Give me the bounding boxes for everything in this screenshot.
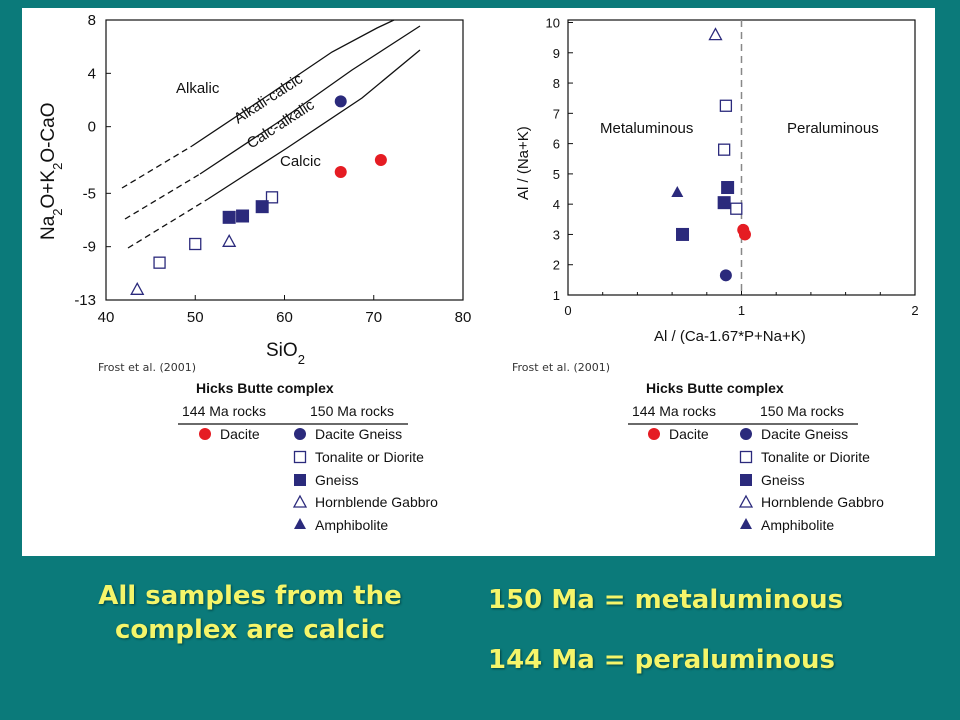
chart1-y-axis-label: Na2O+K2O-CaO bbox=[38, 102, 65, 240]
chart1-point-hornblende-gabbro bbox=[222, 233, 237, 247]
chart2-y-tick-label: 1 bbox=[553, 288, 560, 303]
chart2-y-tick-label: 10 bbox=[546, 16, 560, 31]
chart2-point-dacite bbox=[738, 228, 751, 241]
legend-left-col1-header: 144 Ma rocks bbox=[182, 403, 266, 419]
legend-right-dacite-gneiss: Dacite Gneiss bbox=[761, 426, 848, 442]
chart2-point-gneiss bbox=[721, 181, 735, 195]
field-label-metaluminous: Metaluminous bbox=[600, 120, 693, 137]
chart1-point-gneiss bbox=[236, 209, 250, 223]
legend-right-tonalite-marker bbox=[739, 450, 753, 464]
legend-right-amphibolite: Amphibolite bbox=[761, 517, 834, 533]
legend-right-dacite-gneiss-marker bbox=[740, 428, 752, 440]
field-label-alkalic: Alkalic bbox=[176, 80, 220, 97]
chart1-boundaries bbox=[121, 19, 421, 249]
legend-left-gneiss-marker bbox=[294, 474, 306, 486]
chart2-y-tick-label: 9 bbox=[553, 46, 560, 61]
chart2-y-axis-label: Al / (Na+K) bbox=[515, 126, 532, 200]
legend-left-dacite-marker bbox=[199, 428, 211, 440]
chart2-y-tick-label: 6 bbox=[553, 137, 560, 152]
legend-right-col1-header: 144 Ma rocks bbox=[632, 403, 716, 419]
chart2-y-tick-label: 3 bbox=[553, 227, 560, 242]
chart2-points bbox=[671, 27, 751, 282]
chart2-point-tonalite-or-diorite bbox=[730, 202, 743, 215]
chart1-source: Frost et al. (2001) bbox=[98, 361, 196, 374]
chart1-x-tick-label: 70 bbox=[365, 309, 382, 326]
chart2-y-tick-label: 7 bbox=[553, 106, 560, 121]
legend-left-amphibolite-marker bbox=[294, 518, 306, 529]
legend-left-tonalite-marker bbox=[293, 450, 307, 464]
legend-right-gneiss: Gneiss bbox=[761, 472, 805, 488]
chart2-point-gneiss bbox=[676, 227, 690, 241]
legend-left-hornblende-gabbro: Hornblende Gabbro bbox=[315, 494, 438, 510]
chart1-y-tick-label: 0 bbox=[88, 119, 96, 136]
legend-right-title: Hicks Butte complex bbox=[646, 380, 784, 396]
chart2-source: Frost et al. (2001) bbox=[512, 361, 610, 374]
chart1-x-tick-label: 50 bbox=[187, 309, 204, 326]
chart2-y-tick-label: 8 bbox=[553, 76, 560, 91]
chart1-point-tonalite-or-diorite bbox=[265, 191, 279, 204]
legend-right-hornblende-gabbro: Hornblende Gabbro bbox=[761, 494, 884, 510]
chart2-point-amphibolite bbox=[671, 186, 684, 198]
chart1-point-gneiss bbox=[255, 200, 269, 214]
chart1-y-tick-label: -5 bbox=[83, 185, 96, 202]
legend-right-col2-header: 150 Ma rocks bbox=[760, 403, 844, 419]
chart2-x-tick-label: 2 bbox=[911, 303, 918, 318]
chart1-x-tick-label: 60 bbox=[276, 309, 293, 326]
field-label-peraluminous: Peraluminous bbox=[787, 120, 879, 137]
chart2-point-hornblende-gabbro bbox=[708, 27, 723, 41]
chart2-point-dacite-gneiss bbox=[719, 269, 732, 282]
chart1-point-dacite bbox=[334, 166, 347, 178]
legend-right-amphibolite-marker bbox=[740, 518, 752, 529]
chart2-point-tonalite-or-diorite bbox=[718, 143, 731, 156]
chart1-y-tick-label: -13 bbox=[74, 292, 96, 309]
legend-right-tonalite: Tonalite or Diorite bbox=[761, 449, 870, 465]
caption-peraluminous: 144 Ma = peraluminous bbox=[488, 645, 836, 675]
chart1-point-hornblende-gabbro bbox=[130, 281, 145, 295]
chart1-point-gneiss bbox=[222, 210, 236, 224]
chart2-x-tick-label: 0 bbox=[564, 303, 571, 318]
legend-right-dacite-marker bbox=[648, 428, 660, 440]
chart1-points bbox=[130, 95, 387, 295]
chart2-y-tick-label: 5 bbox=[553, 167, 560, 182]
chart2-y-tick-label: 4 bbox=[553, 197, 560, 212]
chart1-point-tonalite-or-diorite bbox=[153, 256, 166, 269]
chart1-x-tick-label: 40 bbox=[98, 309, 115, 326]
legend-right-dacite: Dacite bbox=[669, 426, 709, 442]
chart1-point-dacite bbox=[374, 154, 387, 166]
chart1-point-tonalite-or-diorite bbox=[189, 237, 202, 251]
legend-left-tonalite: Tonalite or Diorite bbox=[315, 449, 424, 465]
caption-metaluminous: 150 Ma = metaluminous bbox=[488, 585, 844, 615]
legend-left: Hicks Butte complex 144 Ma rocks 150 Ma … bbox=[178, 380, 438, 533]
caption-calcic: All samples from the complex are calcic bbox=[98, 581, 402, 645]
chart1-point-dacite-gneiss bbox=[334, 95, 347, 108]
chart2-point-tonalite-or-diorite bbox=[719, 99, 733, 112]
chart1-y-tick-label: -9 bbox=[83, 239, 96, 256]
chart2-x-tick-label: 1 bbox=[738, 303, 745, 318]
legend-left-gneiss: Gneiss bbox=[315, 472, 359, 488]
legend-right-hornblende-marker bbox=[738, 494, 754, 508]
chart1-y-tick-label: 4 bbox=[88, 65, 96, 82]
legend-right-gneiss-marker bbox=[740, 474, 752, 486]
legend-left-amphibolite: Amphibolite bbox=[315, 517, 388, 533]
chart1-x-axis-label: SiO2 bbox=[266, 340, 305, 367]
legend-left-title: Hicks Butte complex bbox=[196, 380, 334, 396]
legend-left-col2-header: 150 Ma rocks bbox=[310, 403, 394, 419]
legend-left-dacite-gneiss-marker bbox=[294, 428, 306, 440]
legend-left-dacite-gneiss: Dacite Gneiss bbox=[315, 426, 402, 442]
chart1-x-tick-label: 80 bbox=[455, 309, 472, 326]
chart2-y-tick-label: 2 bbox=[553, 258, 560, 273]
legend-left-dacite: Dacite bbox=[220, 426, 260, 442]
field-label-calcic: Calcic bbox=[280, 153, 321, 170]
chart2-point-gneiss bbox=[717, 196, 731, 210]
legend-right: Hicks Butte complex 144 Ma rocks 150 Ma … bbox=[628, 380, 884, 533]
legend-left-hornblende-marker bbox=[292, 494, 308, 508]
chart2-x-axis-label: Al / (Ca-1.67*P+Na+K) bbox=[654, 328, 806, 345]
chart1-y-tick-label: 8 bbox=[88, 12, 96, 29]
figure-panel: 40 50 60 70 80 8 4 0 -5 -9 -13 Alkalic Alkali-calc… bbox=[22, 8, 935, 556]
